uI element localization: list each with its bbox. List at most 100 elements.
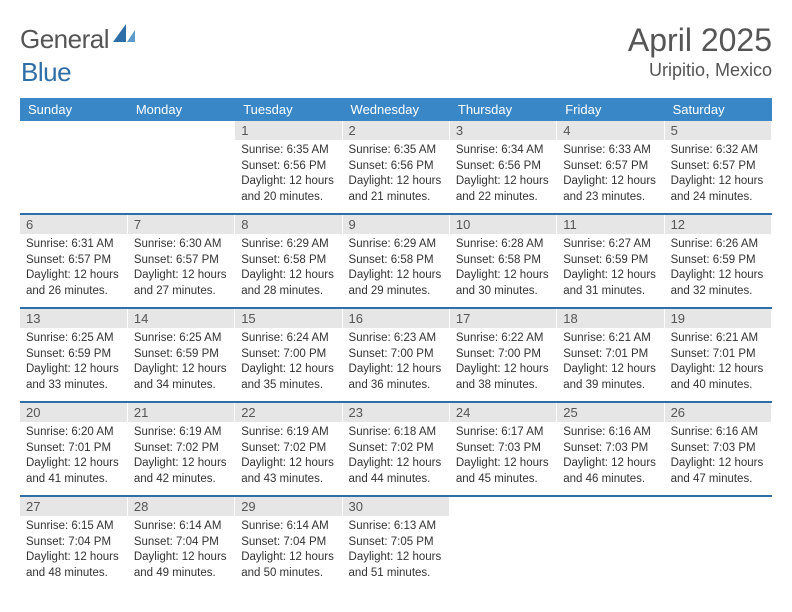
logo-word-1: General xyxy=(20,24,109,55)
day-number: 20 xyxy=(20,403,127,422)
day-details: Sunrise: 6:25 AMSunset: 6:59 PMDaylight:… xyxy=(128,328,234,401)
sunset-line: Sunset: 7:01 PM xyxy=(26,442,111,454)
calendar-cell xyxy=(20,121,127,214)
daylight-line: Daylight: 12 hours and 23 minutes. xyxy=(563,175,656,203)
daylight-line: Daylight: 12 hours and 26 minutes. xyxy=(26,269,119,297)
sunset-line: Sunset: 7:02 PM xyxy=(134,442,219,454)
sunrise-line: Sunrise: 6:16 AM xyxy=(563,426,651,438)
sunset-line: Sunset: 7:04 PM xyxy=(241,536,326,548)
title-block: April 2025 Uripitio, Mexico xyxy=(628,24,772,81)
daylight-line: Daylight: 12 hours and 42 minutes. xyxy=(134,457,227,485)
day-details: Sunrise: 6:19 AM Sunset: 7:02 PM Daylight:… xyxy=(128,422,234,495)
col-friday: Friday xyxy=(557,98,664,121)
daylight-line: Daylight: 12 hours and 51 minutes. xyxy=(349,551,442,579)
day-number: 15 xyxy=(235,309,341,328)
calendar-cell: 9Sunrise: 6:29 AMSunset: 6:58 PMDaylight… xyxy=(342,214,449,308)
sunrise-line: Sunrise: 6:35 AM xyxy=(349,144,437,156)
day-details: Sunrise: 6:15 AMSunset: 7:04 PMDaylight:… xyxy=(20,516,127,589)
day-number: 25 xyxy=(557,403,663,422)
daylight-line: Daylight: 12 hours and 46 minutes. xyxy=(563,457,656,485)
calendar-cell: 13Sunrise: 6:25 AMSunset: 6:59 PMDayligh… xyxy=(20,308,127,402)
sunrise-line: Sunrise: 6:28 AM xyxy=(456,238,544,250)
page-title: April 2025 xyxy=(628,24,772,56)
sunrise-line: Sunrise: 6:33 AM xyxy=(563,144,651,156)
sunset-line: Sunset: 6:59 PM xyxy=(563,254,648,266)
day-details: Sunrise: 6:31 AMSunset: 6:57 PMDaylight:… xyxy=(20,234,127,307)
sunrise-line: Sunrise: 6:26 AM xyxy=(671,238,759,250)
sunset-line: Sunset: 6:56 PM xyxy=(349,160,434,172)
sunrise-line: Sunrise: 6:35 AM xyxy=(241,144,329,156)
sunrise-line: Sunrise: 6:18 AM xyxy=(349,426,437,438)
calendar-page: General April 2025 Uripitio, Mexico Gene… xyxy=(0,0,792,599)
day-details: Sunrise: 6:34 AMSunset: 6:56 PMDaylight:… xyxy=(450,140,556,213)
sunrise-line: Sunrise: 6:31 AM xyxy=(26,238,114,250)
calendar-cell: 28Sunrise: 6:14 AMSunset: 7:04 PMDayligh… xyxy=(127,496,234,589)
daylight-line: Daylight: 12 hours and 33 minutes. xyxy=(26,363,119,391)
sunrise-line: Sunrise: 6:25 AM xyxy=(26,332,114,344)
day-details: Sunrise: 6:29 AMSunset: 6:58 PMDaylight:… xyxy=(235,234,341,307)
calendar-row: 20Sunrise: 6:20 AMSunset: 7:01 PMDayligh… xyxy=(20,402,772,496)
day-details: Sunrise: 6:16 AMSunset: 7:03 PMDaylight:… xyxy=(665,422,771,495)
daylight-line: Daylight: 12 hours and 38 minutes. xyxy=(456,363,549,391)
day-number: 23 xyxy=(343,403,449,422)
calendar-cell: 18Sunrise: 6:21 AMSunset: 7:01 PMDayligh… xyxy=(557,308,664,402)
daylight-line: Daylight: 12 hours and 32 minutes. xyxy=(671,269,764,297)
logo-sail-icon xyxy=(113,22,139,49)
calendar-cell xyxy=(557,496,664,589)
calendar-cell: 14Sunrise: 6:25 AMSunset: 6:59 PMDayligh… xyxy=(127,308,234,402)
day-details: Sunrise: 6:13 AMSunset: 7:05 PMDaylight:… xyxy=(343,516,449,589)
day-number: 13 xyxy=(20,309,127,328)
calendar-cell: 22Sunrise: 6:19 AMSunset: 7:02 PMDayligh… xyxy=(235,402,342,496)
daylight-line: Daylight: 12 hours and 24 minutes. xyxy=(671,175,764,203)
day-number: 17 xyxy=(450,309,556,328)
day-details: Sunrise: 6:35 AMSunset: 6:56 PMDaylight:… xyxy=(235,140,341,213)
day-details: Sunrise: 6:32 AMSunset: 6:57 PMDaylight:… xyxy=(665,140,771,213)
day-details: Sunrise: 6:35 AM Sunset: 6:56 PM Daylight:… xyxy=(343,140,449,213)
daylight-line: Daylight: 12 hours and 45 minutes. xyxy=(456,457,549,485)
day-details: Sunrise: 6:28 AMSunset: 6:58 PMDaylight:… xyxy=(450,234,556,307)
daylight-line: Daylight: 12 hours and 44 minutes. xyxy=(349,457,442,485)
day-number: 28 xyxy=(128,497,234,516)
day-number: 1 xyxy=(235,121,341,140)
day-number: 18 xyxy=(557,309,663,328)
sunset-line: Sunset: 7:04 PM xyxy=(26,536,111,548)
day-number: 2 xyxy=(343,121,449,140)
sunset-line: Sunset: 7:03 PM xyxy=(456,442,541,454)
day-details: Sunrise: 6:16 AMSunset: 7:03 PMDaylight:… xyxy=(557,422,663,495)
col-tuesday: Tuesday xyxy=(235,98,342,121)
calendar-cell: 6Sunrise: 6:31 AMSunset: 6:57 PMDaylight… xyxy=(20,214,127,308)
weekday-header-row: Sunday Monday Tuesday Wednesday Thursday… xyxy=(20,98,772,121)
daylight-line: Daylight: 12 hours and 20 minutes. xyxy=(241,175,334,203)
daylight-line: Daylight: 12 hours and 41 minutes. xyxy=(26,457,119,485)
day-details: Sunrise: 6:23 AMSunset: 7:00 PMDaylight:… xyxy=(343,328,449,401)
sunrise-line: Sunrise: 6:15 AM xyxy=(26,520,114,532)
daylight-line: Daylight: 12 hours and 28 minutes. xyxy=(241,269,334,297)
day-number: 8 xyxy=(235,215,341,234)
daylight-line: Daylight: 12 hours and 27 minutes. xyxy=(134,269,227,297)
daylight-line: Daylight: 12 hours and 50 minutes. xyxy=(241,551,334,579)
calendar-cell: 23Sunrise: 6:18 AMSunset: 7:02 PMDayligh… xyxy=(342,402,449,496)
calendar-cell: 5Sunrise: 6:32 AMSunset: 6:57 PMDaylight… xyxy=(664,121,771,214)
sunrise-line: Sunrise: 6:25 AM xyxy=(134,332,222,344)
day-number: 19 xyxy=(665,309,771,328)
calendar-row: 13Sunrise: 6:25 AMSunset: 6:59 PMDayligh… xyxy=(20,308,772,402)
daylight-line: Daylight: 12 hours and 21 minutes. xyxy=(349,175,442,203)
day-number: 11 xyxy=(557,215,663,234)
calendar-cell: 7Sunrise: 6:30 AMSunset: 6:57 PMDaylight… xyxy=(127,214,234,308)
sunrise-line: Sunrise: 6:19 AM xyxy=(134,426,222,438)
day-details: Sunrise: 6:24 AMSunset: 7:00 PMDaylight:… xyxy=(235,328,341,401)
day-details: Sunrise: 6:20 AMSunset: 7:01 PMDaylight:… xyxy=(20,422,127,495)
sunset-line: Sunset: 7:03 PM xyxy=(671,442,756,454)
day-number: 27 xyxy=(20,497,127,516)
daylight-line: Daylight: 12 hours and 22 minutes. xyxy=(456,175,549,203)
day-details: Sunrise: 6:30 AMSunset: 6:57 PMDaylight:… xyxy=(128,234,234,307)
location-subtitle: Uripitio, Mexico xyxy=(628,60,772,81)
day-number: 12 xyxy=(665,215,771,234)
day-number: 14 xyxy=(128,309,234,328)
day-number: 10 xyxy=(450,215,556,234)
calendar-cell: 3Sunrise: 6:34 AMSunset: 6:56 PMDaylight… xyxy=(449,121,556,214)
calendar-cell: 24Sunrise: 6:17 AMSunset: 7:03 PMDayligh… xyxy=(449,402,556,496)
day-number: 9 xyxy=(343,215,449,234)
calendar-row: 6Sunrise: 6:31 AMSunset: 6:57 PMDaylight… xyxy=(20,214,772,308)
day-details: Sunrise: 6:21 AMSunset: 7:01 PMDaylight:… xyxy=(557,328,663,401)
